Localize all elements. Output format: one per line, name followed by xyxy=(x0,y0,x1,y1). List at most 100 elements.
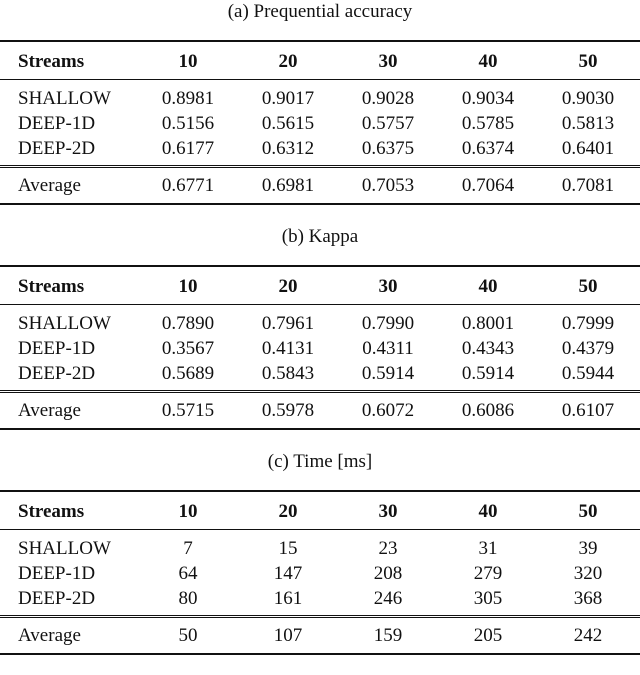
cell-value: 0.5914 xyxy=(461,363,515,384)
separator-rule xyxy=(0,390,640,391)
header-row: Streams 10 20 30 40 50 xyxy=(0,49,640,74)
row-label: SHALLOW xyxy=(18,538,111,559)
cell-value: 0.5689 xyxy=(161,363,215,384)
cell-value: 20 xyxy=(278,51,298,72)
cell-value: 50 xyxy=(578,276,598,297)
row-label: Streams xyxy=(18,51,85,72)
cell-value: 0.5757 xyxy=(361,113,415,134)
table-caption: (a) Prequential accuracy xyxy=(227,1,413,22)
cell-value: 0.7081 xyxy=(561,175,615,196)
cell-value: 0.6177 xyxy=(161,138,215,159)
mid-rule xyxy=(0,79,640,80)
row-label: DEEP-2D xyxy=(18,363,96,384)
cell-value: 30 xyxy=(378,51,398,72)
row-label: Average xyxy=(18,400,81,421)
cell-value: 40 xyxy=(478,276,498,297)
cell-value: 320 xyxy=(573,563,603,584)
cell-value: 0.9034 xyxy=(461,88,515,109)
row-label: Average xyxy=(18,625,81,646)
row-label: Streams xyxy=(18,501,85,522)
table-row: SHALLOW 0.8981 0.9017 0.9028 0.9034 0.9030 xyxy=(0,86,640,111)
table-row: SHALLOW 0.7890 0.7961 0.7990 0.8001 0.7999 xyxy=(0,311,640,336)
cell-value: 0.5944 xyxy=(561,363,615,384)
cell-value: 208 xyxy=(373,563,403,584)
cell-value: 242 xyxy=(573,625,603,646)
cell-value: 368 xyxy=(573,588,603,609)
cell-value: 0.5785 xyxy=(461,113,515,134)
top-rule xyxy=(0,40,640,42)
cell-value: 0.5978 xyxy=(261,400,315,421)
cell-value: 147 xyxy=(273,563,303,584)
cell-value: 0.5813 xyxy=(561,113,615,134)
table-accuracy: (a) Prequential accuracy Streams 10 20 30 40 5… xyxy=(0,0,640,225)
cell-value: 0.6374 xyxy=(461,138,515,159)
bottom-rule xyxy=(0,653,640,655)
cell-value: 0.9028 xyxy=(361,88,415,109)
cell-value: 305 xyxy=(473,588,503,609)
cell-value: 161 xyxy=(273,588,303,609)
cell-value: 50 xyxy=(178,625,198,646)
mid-rule xyxy=(0,529,640,530)
mid-rule xyxy=(0,304,640,305)
cell-value: 20 xyxy=(278,501,298,522)
header-row: Streams 10 20 30 40 50 xyxy=(0,499,640,524)
cell-value: 39 xyxy=(578,538,598,559)
cell-value: 50 xyxy=(578,501,598,522)
cell-value: 0.6107 xyxy=(561,400,615,421)
cell-value: 0.4131 xyxy=(261,338,315,359)
row-label: Streams xyxy=(18,276,85,297)
bottom-rule xyxy=(0,203,640,205)
cell-value: 10 xyxy=(178,276,198,297)
table-row: SHALLOW 7 15 23 31 39 xyxy=(0,536,640,561)
cell-value: 0.9030 xyxy=(561,88,615,109)
cell-value: 246 xyxy=(373,588,403,609)
cell-value: 0.6072 xyxy=(361,400,415,421)
cell-value: 0.6771 xyxy=(161,175,215,196)
cell-value: 159 xyxy=(373,625,403,646)
cell-value: 0.6981 xyxy=(261,175,315,196)
cell-value: 31 xyxy=(478,538,498,559)
cell-value: 0.7961 xyxy=(261,313,315,334)
cell-value: 0.9017 xyxy=(261,88,315,109)
cell-value: 30 xyxy=(378,501,398,522)
row-label: DEEP-2D xyxy=(18,138,96,159)
cell-value: 0.5715 xyxy=(161,400,215,421)
cell-value: 205 xyxy=(473,625,503,646)
cell-value: 40 xyxy=(478,501,498,522)
row-label: DEEP-1D xyxy=(18,113,96,134)
table-kappa: (b) Kappa Streams 10 20 30 40 50 SHALLOW 0.7890 0… xyxy=(0,225,640,450)
table-row: DEEP-2D 0.6177 0.6312 0.6375 0.6374 0.6401 xyxy=(0,136,640,161)
cell-value: 0.5156 xyxy=(161,113,215,134)
separator-rule xyxy=(0,617,640,618)
separator-rule xyxy=(0,392,640,393)
cell-value: 0.6375 xyxy=(361,138,415,159)
cell-value: 0.6086 xyxy=(461,400,515,421)
cell-value: 0.7064 xyxy=(461,175,515,196)
separator-rule xyxy=(0,167,640,168)
cell-value: 64 xyxy=(178,563,198,584)
top-rule xyxy=(0,265,640,267)
cell-value: 0.7999 xyxy=(561,313,615,334)
table-row: DEEP-1D 0.3567 0.4131 0.4311 0.4343 0.4379 xyxy=(0,336,640,361)
cell-value: 0.3567 xyxy=(161,338,215,359)
table-caption: (c) Time [ms] xyxy=(267,451,373,472)
cell-value: 0.7890 xyxy=(161,313,215,334)
cell-value: 0.5843 xyxy=(261,363,315,384)
cell-value: 23 xyxy=(378,538,398,559)
row-label: DEEP-2D xyxy=(18,588,96,609)
cell-value: 7 xyxy=(183,538,193,559)
cell-value: 0.4343 xyxy=(461,338,515,359)
table-row: DEEP-2D 0.5689 0.5843 0.5914 0.5914 0.5944 xyxy=(0,361,640,386)
cell-value: 0.7990 xyxy=(361,313,415,334)
cell-value: 279 xyxy=(473,563,503,584)
cell-value: 50 xyxy=(578,51,598,72)
row-label: SHALLOW xyxy=(18,313,111,334)
row-label: DEEP-1D xyxy=(18,338,96,359)
separator-rule xyxy=(0,165,640,166)
table-row: DEEP-1D 64 147 208 279 320 xyxy=(0,561,640,586)
cell-value: 0.7053 xyxy=(361,175,415,196)
row-label: SHALLOW xyxy=(18,88,111,109)
top-rule xyxy=(0,490,640,492)
header-row: Streams 10 20 30 40 50 xyxy=(0,274,640,299)
cell-value: 0.4311 xyxy=(362,338,414,359)
